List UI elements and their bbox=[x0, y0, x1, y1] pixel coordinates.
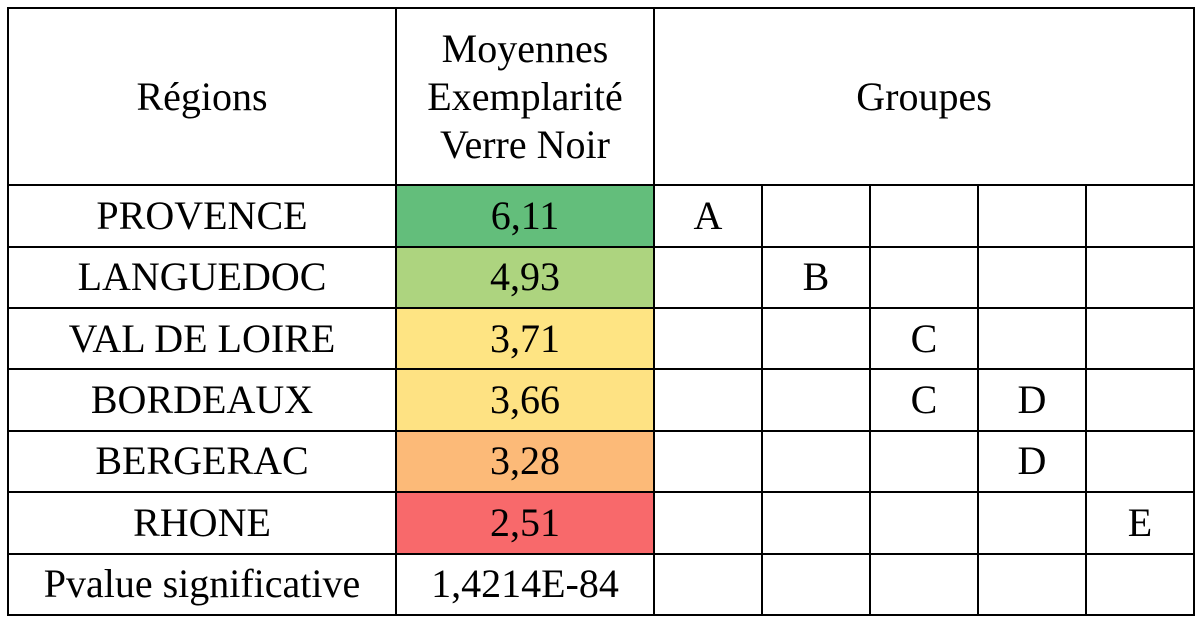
mean-cell: 6,11 bbox=[395, 184, 655, 248]
group-cell: A bbox=[653, 184, 763, 248]
table-row: PROVENCE 6,11 A bbox=[7, 184, 1196, 248]
group-cell bbox=[761, 368, 871, 432]
group-cell bbox=[1084, 245, 1196, 309]
pvalue-value: 1,4214E-84 bbox=[395, 552, 655, 616]
group-cell bbox=[1084, 184, 1196, 248]
group-cell bbox=[869, 184, 979, 248]
means-header: Moyennes Exemplarité Verre Noir bbox=[395, 6, 655, 187]
region-cell: VAL DE LOIRE bbox=[7, 306, 397, 371]
empty-group-cell bbox=[869, 552, 979, 616]
results-table: Régions Moyennes Exemplarité Verre Noir … bbox=[7, 6, 1196, 616]
table-row: VAL DE LOIRE 3,71 C bbox=[7, 306, 1196, 371]
group-cell bbox=[977, 245, 1087, 309]
means-header-line2: Exemplarité bbox=[427, 73, 623, 119]
group-cell bbox=[977, 306, 1087, 371]
group-cell bbox=[653, 245, 763, 309]
header-row: Régions Moyennes Exemplarité Verre Noir … bbox=[7, 6, 1196, 187]
mean-cell: 2,51 bbox=[395, 491, 655, 555]
group-cell bbox=[653, 429, 763, 494]
table-row: BERGERAC 3,28 D bbox=[7, 429, 1196, 494]
group-cell bbox=[653, 491, 763, 555]
group-cell: B bbox=[761, 245, 871, 309]
empty-group-cell bbox=[977, 552, 1087, 616]
groups-header: Groupes bbox=[652, 6, 1196, 187]
group-cell bbox=[1084, 306, 1196, 371]
table-row: BORDEAUX 3,66 C D bbox=[7, 368, 1196, 432]
means-header-line1: Moyennes bbox=[441, 25, 609, 71]
table-row: LANGUEDOC 4,93 B bbox=[7, 245, 1196, 309]
group-cell bbox=[869, 429, 979, 494]
group-cell bbox=[761, 184, 871, 248]
group-cell: C bbox=[869, 368, 979, 432]
group-cell bbox=[977, 491, 1087, 555]
group-cell bbox=[653, 306, 763, 371]
group-cell bbox=[1084, 429, 1196, 494]
region-cell: RHONE bbox=[7, 491, 397, 555]
region-cell: LANGUEDOC bbox=[7, 245, 397, 309]
empty-group-cell bbox=[653, 552, 763, 616]
group-cell bbox=[869, 245, 979, 309]
group-cell bbox=[761, 491, 871, 555]
regions-header: Régions bbox=[7, 6, 397, 187]
group-cell: D bbox=[977, 429, 1087, 494]
group-cell bbox=[761, 429, 871, 494]
region-cell: PROVENCE bbox=[7, 184, 397, 248]
group-cell bbox=[653, 368, 763, 432]
group-cell bbox=[977, 184, 1087, 248]
group-cell bbox=[869, 491, 979, 555]
empty-group-cell bbox=[1084, 552, 1196, 616]
pvalue-row: Pvalue significative 1,4214E-84 bbox=[7, 552, 1196, 616]
mean-cell: 3,71 bbox=[395, 306, 655, 371]
means-header-line3: Verre Noir bbox=[440, 121, 610, 167]
mean-cell: 4,93 bbox=[395, 245, 655, 309]
group-cell: E bbox=[1084, 491, 1196, 555]
group-cell: D bbox=[977, 368, 1087, 432]
table-row: RHONE 2,51 E bbox=[7, 491, 1196, 555]
pvalue-label: Pvalue significative bbox=[7, 552, 397, 616]
mean-cell: 3,66 bbox=[395, 368, 655, 432]
group-cell: C bbox=[869, 306, 979, 371]
region-cell: BORDEAUX bbox=[7, 368, 397, 432]
empty-group-cell bbox=[761, 552, 871, 616]
region-cell: BERGERAC bbox=[7, 429, 397, 494]
group-cell bbox=[1084, 368, 1196, 432]
group-cell bbox=[761, 306, 871, 371]
mean-cell: 3,28 bbox=[395, 429, 655, 494]
